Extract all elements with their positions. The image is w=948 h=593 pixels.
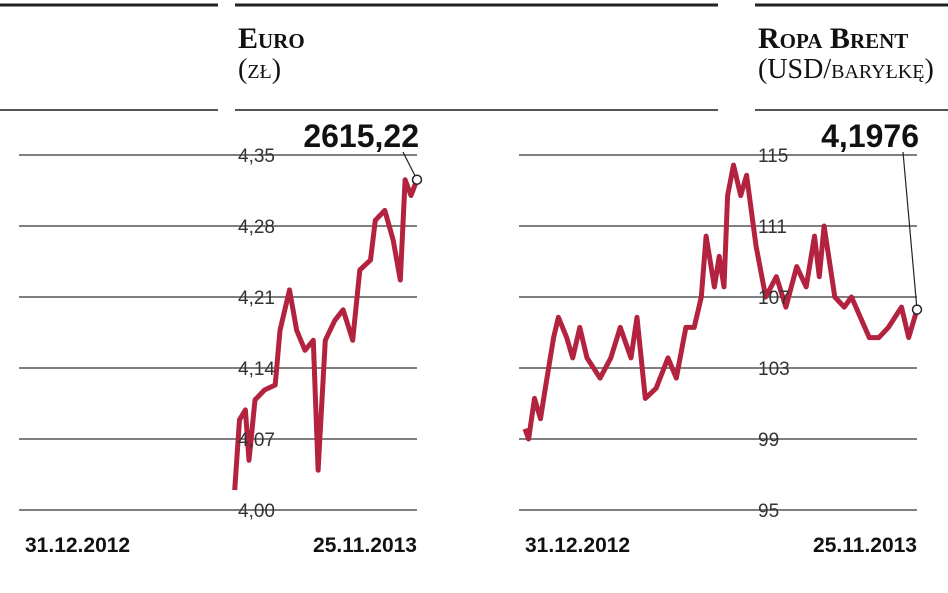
chart-title: Ropa Brent: [758, 22, 908, 55]
x-tick-label: 25.11.2013: [813, 534, 917, 557]
chart-subtitle: (zł): [238, 54, 281, 85]
y-tick-label: 103: [758, 359, 790, 380]
x-tick-label: 31.12.2012: [25, 534, 130, 557]
y-tick-label: 4,21: [238, 288, 275, 309]
chart-title: Euro: [238, 22, 305, 55]
y-tick-label: 115: [758, 146, 788, 167]
chart-subtitle: (USD/baryłkę): [758, 54, 934, 85]
y-tick-label: 4,07: [238, 430, 275, 451]
annotation: 4,1976: [821, 118, 919, 154]
chart-panel: Ropa Brent(USD/baryłkę)95991031071111153…: [755, 3, 948, 522]
y-tick-label: 4,35: [238, 146, 275, 167]
annotation: 2615,22: [303, 118, 419, 154]
last-point: [411, 174, 423, 185]
x-tick-label: 25.11.2013: [313, 534, 417, 557]
y-tick-label: 4,14: [238, 359, 275, 380]
line-series: [232, 177, 420, 491]
y-tick-label: 95: [758, 501, 779, 522]
last-point: [911, 304, 923, 315]
y-tick-label: 4,00: [238, 501, 275, 522]
x-tick-label: 31.12.2012: [525, 534, 630, 557]
line-series: [522, 162, 920, 442]
chart-panel: 21502250235024502550265031.12.201225.11.…: [0, 3, 423, 557]
y-tick-label: 111: [758, 217, 787, 238]
y-tick-label: 107: [758, 288, 790, 309]
y-tick-label: 99: [758, 430, 779, 451]
y-tick-label: 4,28: [238, 217, 275, 238]
leader-line: [902, 151, 918, 310]
chart-panel: Euro(zł) 4,00 4,07 4,14 4,21 4,28 4,35 31.12.20…: [235, 3, 923, 557]
